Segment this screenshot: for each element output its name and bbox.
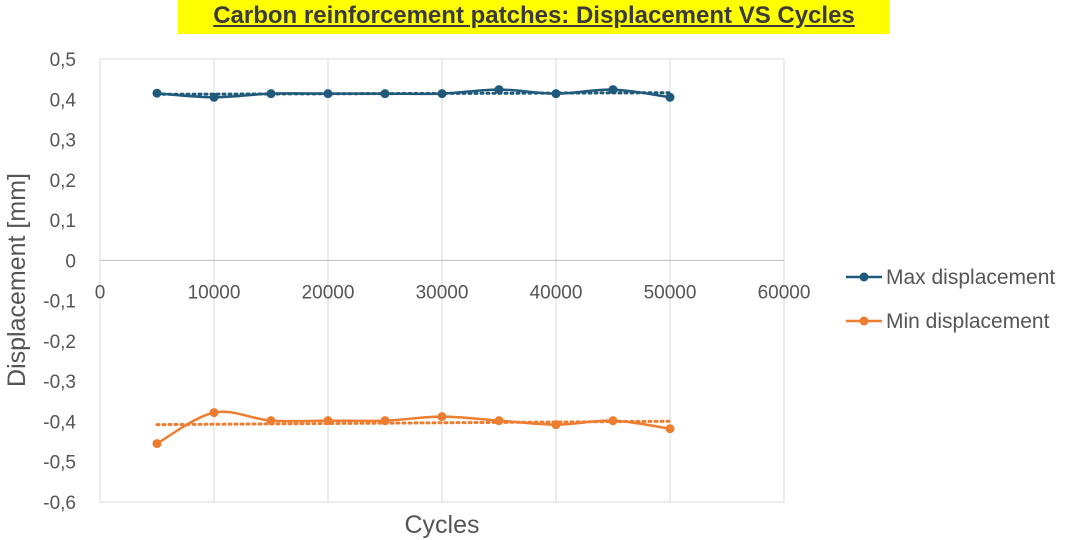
y-tick-label: 0,1 [50,211,76,232]
data-point-max [437,89,447,99]
data-point-max [152,88,162,98]
y-tick-label: -0,5 [43,453,76,474]
y-tick-label: -0,6 [43,493,76,514]
data-point-max [551,89,561,99]
y-tick-label: 0 [65,251,76,272]
y-tick-label: 0,2 [50,171,76,192]
data-point-min [608,416,618,426]
legend: Max displacement Min displacement [846,266,1055,333]
data-point-min [323,416,333,426]
data-point-min [494,416,504,426]
chart-title: Carbon reinforcement patches: Displaceme… [178,0,890,34]
legend-marker [859,316,869,326]
y-tick-label: 0,4 [50,90,77,111]
y-tick-label: -0,4 [43,412,76,433]
legend-marker [859,272,869,282]
data-point-min [551,420,561,430]
x-axis-label: Cycles [404,511,479,539]
x-tick-label: 10000 [188,282,241,303]
series-line-min [156,410,671,445]
data-point-max [608,85,618,95]
data-point-min [266,416,276,426]
data-point-min [152,439,162,449]
x-tick-label: 50000 [644,282,697,303]
x-tick-label: 20000 [302,282,355,303]
y-tick-label: -0,3 [43,372,76,393]
data-point-max [209,92,219,102]
series [152,85,675,449]
data-point-max [323,89,333,99]
y-axis-label: Displacement [mm] [3,173,31,387]
data-point-min [209,408,219,418]
y-tick-label: -0,1 [43,292,76,313]
series-line-max [156,88,671,99]
y-tick-label: 0,5 [50,50,76,71]
data-point-min [437,412,447,422]
legend-label: Max displacement [886,266,1055,289]
data-point-min [665,424,675,434]
x-tick-label: 30000 [416,282,469,303]
data-point-min [380,416,390,426]
data-point-max [494,85,504,95]
legend-label: Min displacement [886,310,1050,333]
data-point-max [380,89,390,99]
axes: 0,5 0,4 0,3 0,2 0,1 0 -0,1 -0,2 -0,3 -0,4 -0,5 -0,6… [43,50,810,514]
y-tick-label: 0,3 [50,131,76,152]
grid-lines [99,58,785,503]
data-point-max [266,89,276,99]
x-tick-label: 0 [95,282,106,303]
data-point-max [665,92,675,102]
x-tick-label: 40000 [530,282,583,303]
y-tick-label: -0,2 [43,332,76,353]
x-tick-label: 60000 [758,282,811,303]
